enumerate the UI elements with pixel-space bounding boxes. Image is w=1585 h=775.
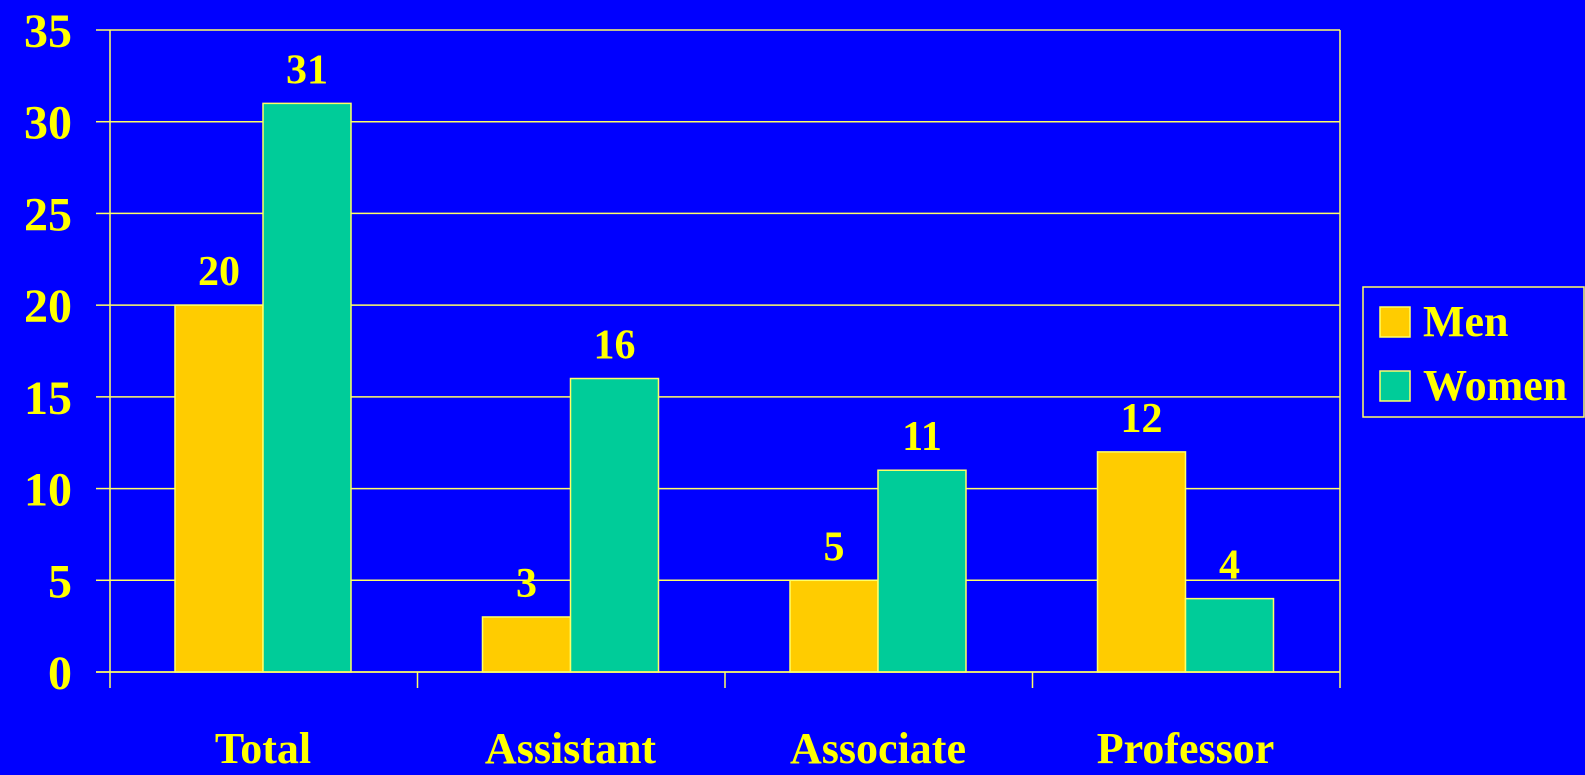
legend-label-women: Women bbox=[1423, 361, 1567, 410]
bars bbox=[174, 102, 1275, 673]
y-tick-label: 15 bbox=[24, 372, 72, 425]
y-tick-label: 0 bbox=[48, 647, 72, 700]
legend-box bbox=[1362, 286, 1585, 418]
x-tick-label: Associate bbox=[790, 724, 966, 773]
y-tick-label: 35 bbox=[24, 5, 72, 58]
bar-women-assistant bbox=[569, 377, 660, 673]
data-label: 20 bbox=[198, 249, 240, 295]
data-label: 16 bbox=[594, 323, 636, 369]
legend-label-men: Men bbox=[1423, 297, 1509, 346]
x-tick-label: Total bbox=[215, 724, 311, 773]
bar-women-professor bbox=[1184, 597, 1275, 673]
legend-swatch-women bbox=[1379, 370, 1411, 402]
bar-men-total bbox=[174, 304, 264, 673]
x-tick-labels: Total Assistant Associate Professor bbox=[215, 724, 1274, 773]
x-tick-label: Assistant bbox=[485, 724, 656, 773]
data-label: 12 bbox=[1121, 396, 1163, 442]
data-label: 3 bbox=[516, 561, 537, 607]
bar-men-associate bbox=[789, 579, 879, 673]
bar-men-professor bbox=[1096, 451, 1187, 673]
bar-men-assistant bbox=[481, 616, 572, 673]
data-label: 31 bbox=[286, 47, 328, 93]
data-label: 11 bbox=[902, 414, 942, 460]
y-tick-label: 20 bbox=[24, 280, 72, 333]
axes bbox=[96, 29, 1341, 688]
data-label: 4 bbox=[1219, 543, 1240, 589]
y-tick-label: 25 bbox=[24, 188, 72, 241]
bar-women-total bbox=[262, 102, 352, 673]
y-tick-label: 5 bbox=[48, 555, 72, 608]
legend: Men Women bbox=[1362, 286, 1585, 418]
bar-women-associate bbox=[877, 469, 967, 673]
y-tick-labels: 0 5 10 15 20 25 30 35 bbox=[24, 5, 72, 700]
x-tick-label: Professor bbox=[1097, 724, 1275, 773]
y-tick-label: 10 bbox=[24, 464, 72, 517]
y-tick-label: 30 bbox=[24, 97, 72, 150]
legend-swatch-men bbox=[1379, 306, 1411, 338]
data-labels: 20 31 3 16 5 11 12 4 bbox=[198, 47, 1240, 607]
data-label: 5 bbox=[824, 524, 845, 570]
